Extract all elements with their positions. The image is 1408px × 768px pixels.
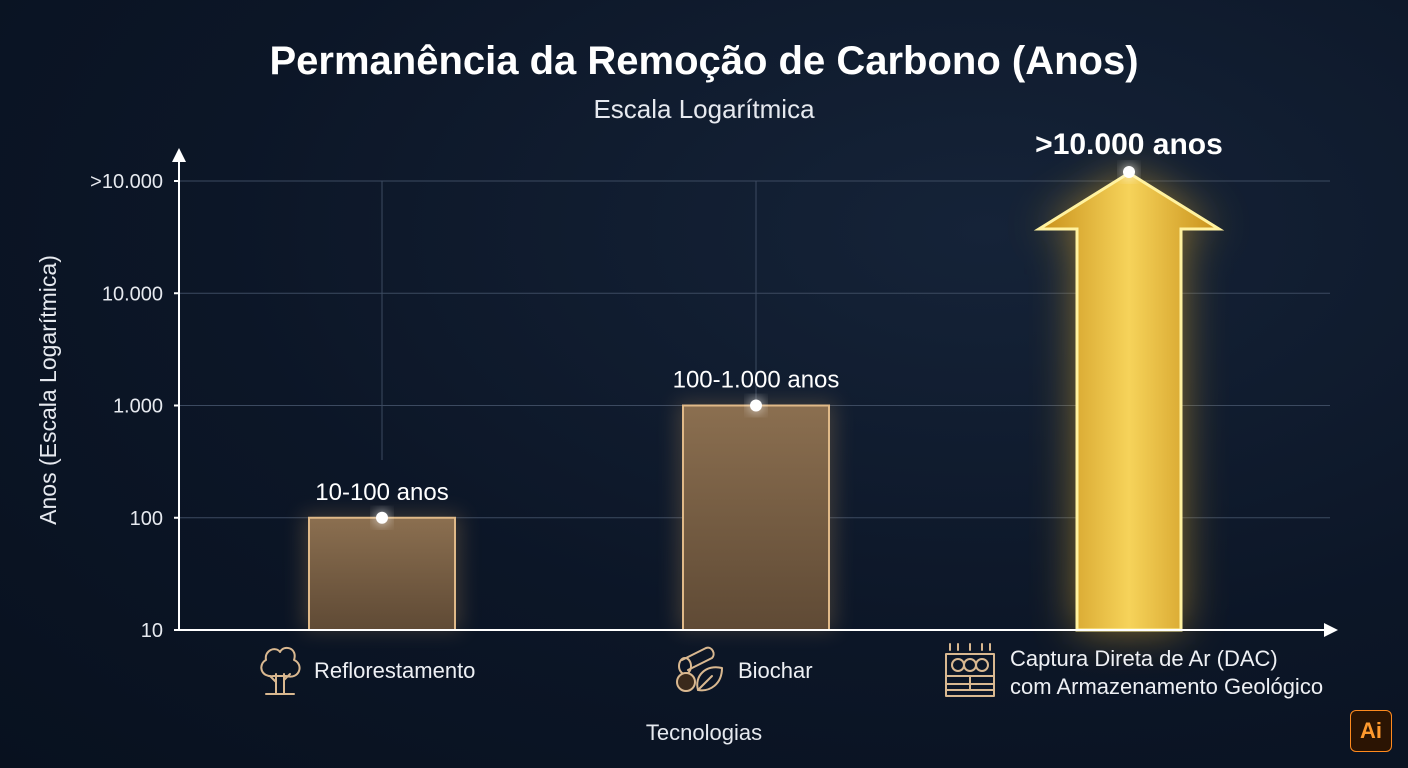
- data-label: 100-1.000 anos: [673, 367, 840, 394]
- biochar-icon: [676, 646, 723, 692]
- category-label-line1: Captura Direta de Ar (DAC): [1010, 646, 1278, 671]
- data-point: [750, 399, 762, 412]
- tree-icon: [260, 646, 301, 695]
- y-ticks: 10 100 1.000 10.000 >10.000: [90, 171, 179, 642]
- bar: [308, 516, 456, 631]
- category-label: Reflorestamento: [314, 658, 475, 683]
- data-point: [1123, 166, 1135, 178]
- y-tick-label: 1.000: [113, 396, 163, 418]
- x-axis-label: Tecnologias: [646, 720, 762, 745]
- bar: [682, 404, 830, 631]
- y-tick-label: 10: [141, 620, 163, 642]
- chart-title: Permanência da Remoção de Carbono (Anos): [269, 39, 1138, 83]
- category-biochar: Biochar: [676, 646, 813, 692]
- category-label: Biochar: [738, 658, 813, 683]
- data-point: [376, 511, 388, 524]
- axes: [172, 148, 1338, 637]
- category-dac: Captura Direta de Ar (DAC) com Armazenam…: [945, 643, 1323, 699]
- ai-badge: Ai: [1350, 710, 1392, 752]
- bars: 10-100 anos 100-1.000 anos >10.000 anos: [303, 128, 1225, 632]
- category-reflorestamento: Reflorestamento: [260, 646, 475, 695]
- y-axis-label: Anos (Escala Logarítmica): [35, 255, 61, 525]
- dac-machine-icon: [945, 643, 995, 697]
- data-label: >10.000 anos: [1035, 128, 1223, 161]
- chart-subtitle: Escala Logarítmica: [593, 94, 815, 124]
- category-label-line2: com Armazenamento Geológico: [1010, 674, 1323, 699]
- arrow-bar: [1033, 171, 1225, 632]
- y-tick-label: 100: [130, 508, 163, 530]
- x-axis-arrow: [1324, 623, 1338, 637]
- data-label: 10-100 anos: [315, 479, 448, 506]
- y-tick-label: >10.000: [90, 171, 163, 193]
- y-tick-label: 10.000: [102, 283, 163, 305]
- y-axis-arrow: [172, 148, 186, 162]
